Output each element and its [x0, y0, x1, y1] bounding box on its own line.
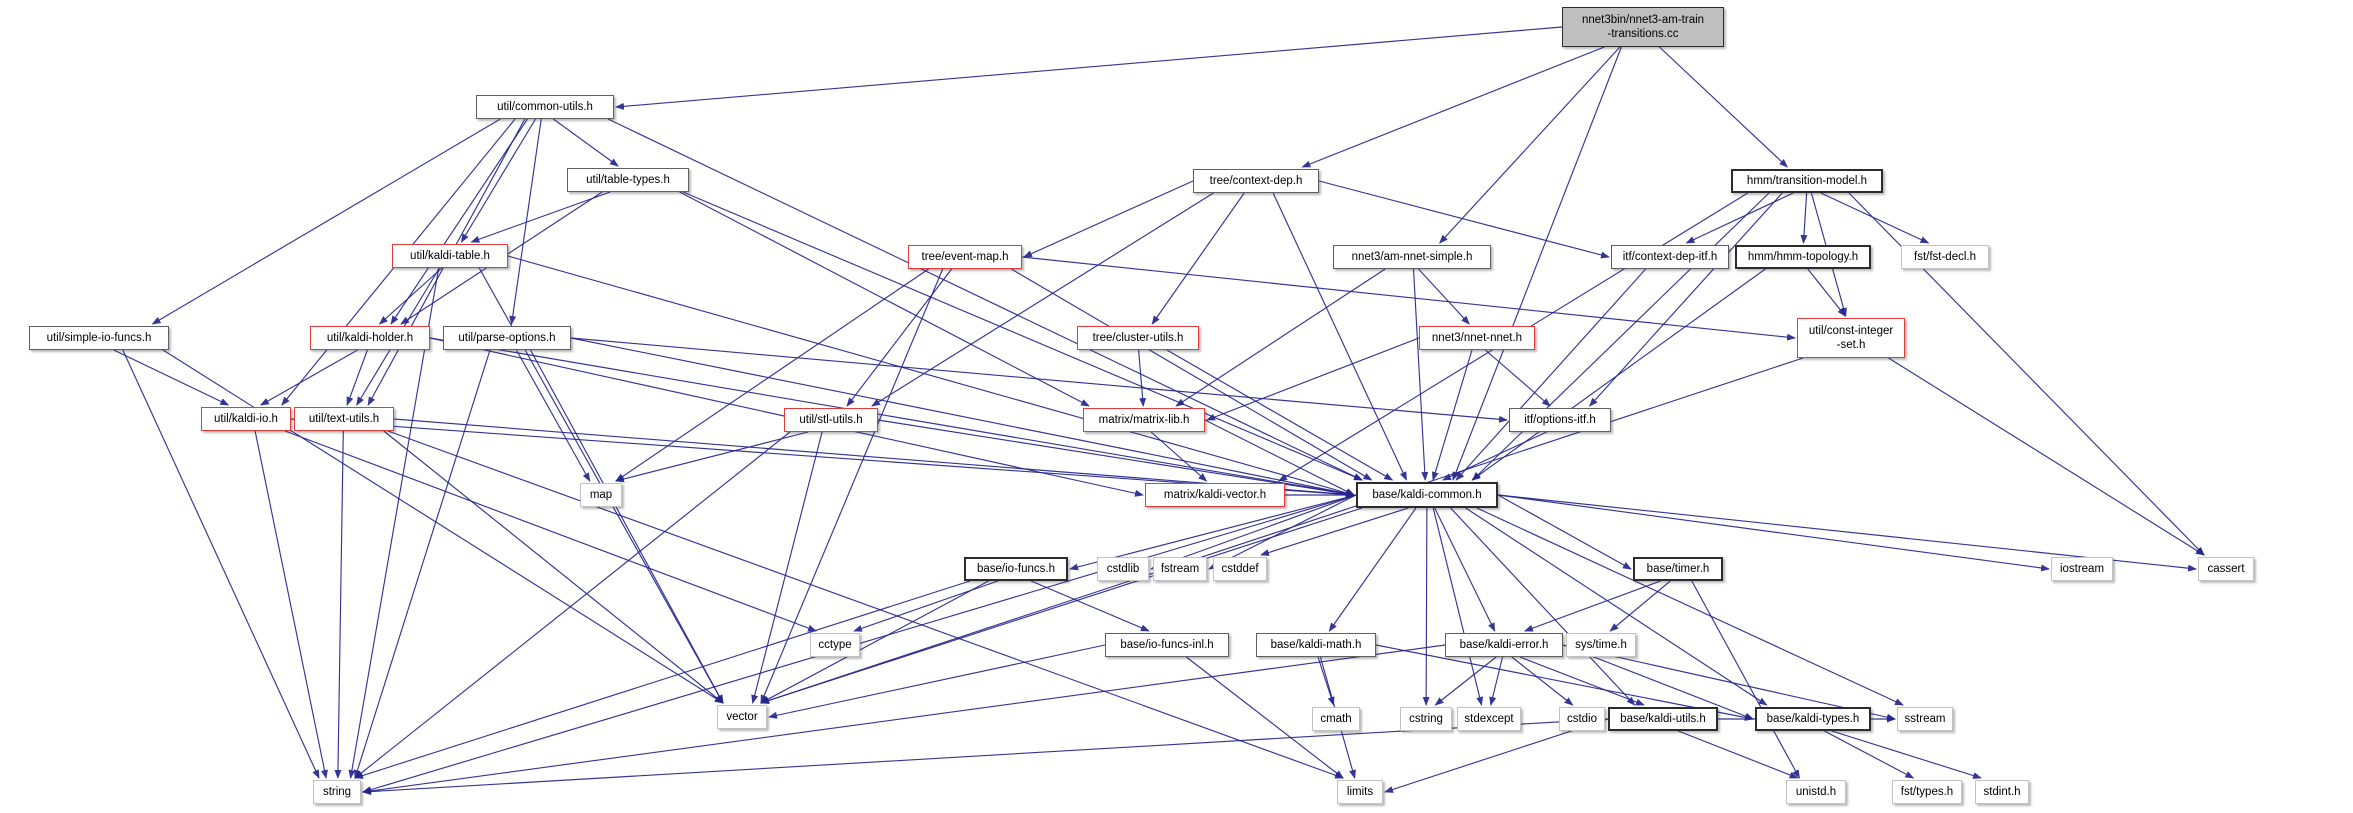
graph-node-kaldi-math[interactable]: base/kaldi-math.h: [1256, 633, 1376, 657]
graph-node-stdint[interactable]: stdint.h: [1975, 780, 2029, 804]
graph-node-stl-utils[interactable]: util/stl-utils.h: [784, 408, 878, 432]
graph-node-context-dep-itf[interactable]: itf/context-dep-itf.h: [1611, 245, 1729, 269]
graph-node-cmath[interactable]: cmath: [1312, 707, 1360, 731]
graph-node-sstream[interactable]: sstream: [1897, 707, 1953, 731]
graph-node-io-funcs-inl[interactable]: base/io-funcs-inl.h: [1105, 633, 1229, 657]
graph-node-am-nnet-simple[interactable]: nnet3/am-nnet-simple.h: [1333, 245, 1491, 269]
graph-node-fst-decl[interactable]: fst/fst-decl.h: [1901, 245, 1989, 269]
graph-node-sys-time[interactable]: sys/time.h: [1566, 633, 1636, 657]
graph-node-timer[interactable]: base/timer.h: [1633, 557, 1723, 581]
graph-node-stdexcept[interactable]: stdexcept: [1457, 707, 1521, 731]
graph-node-kaldi-table[interactable]: util/kaldi-table.h: [392, 244, 508, 268]
graph-node-options-itf[interactable]: itf/options-itf.h: [1509, 408, 1611, 432]
graph-node-simple-io-funcs[interactable]: util/simple-io-funcs.h: [29, 326, 169, 350]
graph-node-transition-model[interactable]: hmm/transition-model.h: [1731, 169, 1883, 193]
graph-node-cstdio[interactable]: cstdio: [1559, 707, 1605, 731]
graph-node-event-map[interactable]: tree/event-map.h: [908, 245, 1022, 269]
graph-node-vector[interactable]: vector: [717, 705, 767, 729]
graph-node-kaldi-utils[interactable]: base/kaldi-utils.h: [1608, 707, 1718, 731]
graph-node-matrix-lib[interactable]: matrix/matrix-lib.h: [1083, 408, 1205, 432]
graph-node-map[interactable]: map: [580, 483, 622, 507]
graph-node-root: nnet3bin/nnet3-am-train -transitions.cc: [1562, 7, 1724, 47]
graph-node-common-utils[interactable]: util/common-utils.h: [476, 95, 614, 119]
graph-node-unistd[interactable]: unistd.h: [1786, 780, 1846, 804]
graph-node-kaldi-common[interactable]: base/kaldi-common.h: [1356, 482, 1498, 508]
graph-node-nnet-nnet[interactable]: nnet3/nnet-nnet.h: [1419, 326, 1535, 350]
graph-node-cctype[interactable]: cctype: [810, 633, 860, 657]
edge-lines: [113, 26, 2205, 796]
graph-node-cstdlib[interactable]: cstdlib: [1097, 557, 1149, 581]
graph-node-text-utils[interactable]: util/text-utils.h: [294, 407, 394, 431]
graph-node-fstream[interactable]: fstream: [1153, 557, 1207, 581]
graph-node-limits[interactable]: limits: [1337, 780, 1383, 804]
graph-node-iostream[interactable]: iostream: [2051, 557, 2113, 581]
graph-node-kaldi-io[interactable]: util/kaldi-io.h: [201, 407, 291, 431]
graph-node-const-integer-set[interactable]: util/const-integer -set.h: [1797, 318, 1905, 358]
graph-node-hmm-topology[interactable]: hmm/hmm-topology.h: [1735, 245, 1871, 269]
graph-node-cassert[interactable]: cassert: [2198, 557, 2254, 581]
graph-node-table-types[interactable]: util/table-types.h: [567, 168, 689, 192]
graph-node-io-funcs[interactable]: base/io-funcs.h: [964, 557, 1068, 581]
graph-node-kaldi-types[interactable]: base/kaldi-types.h: [1755, 707, 1871, 731]
graph-node-string[interactable]: string: [313, 780, 361, 804]
graph-node-fst-types[interactable]: fst/types.h: [1892, 780, 1962, 804]
graph-node-kaldi-vector[interactable]: matrix/kaldi-vector.h: [1145, 483, 1285, 507]
graph-node-cstring[interactable]: cstring: [1400, 707, 1452, 731]
graph-node-cstddef[interactable]: cstddef: [1213, 557, 1267, 581]
graph-node-context-dep[interactable]: tree/context-dep.h: [1193, 169, 1319, 193]
graph-node-cluster-utils[interactable]: tree/cluster-utils.h: [1077, 326, 1199, 350]
graph-node-kaldi-error[interactable]: base/kaldi-error.h: [1445, 633, 1563, 657]
graph-node-parse-options[interactable]: util/parse-options.h: [443, 326, 571, 350]
graph-node-kaldi-holder[interactable]: util/kaldi-holder.h: [310, 326, 430, 350]
